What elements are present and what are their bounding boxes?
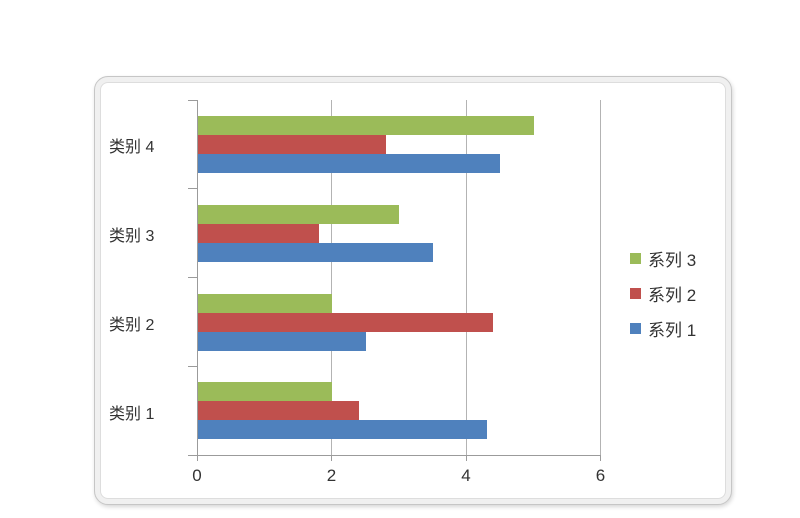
bar[interactable] (197, 420, 487, 440)
resize-handle-bottom-left[interactable] (86, 498, 92, 504)
value-axis-line[interactable] (196, 455, 601, 456)
resize-handle-top-left[interactable] (86, 66, 92, 72)
chart-legend[interactable]: 系列 3 系列 2 系列 1 (630, 241, 696, 346)
value-axis-tick-label[interactable]: 6 (595, 466, 606, 485)
bar[interactable] (197, 135, 386, 154)
category-axis-label[interactable]: 类别 3 (109, 228, 155, 246)
legend-item[interactable]: 系列 1 (630, 311, 696, 346)
legend-swatch-icon (630, 323, 641, 334)
category-axis-label[interactable]: 类别 2 (109, 316, 155, 334)
bar[interactable] (197, 293, 332, 313)
category-axis-line[interactable] (196, 100, 198, 455)
legend-swatch-icon (630, 253, 641, 264)
category-axis-label[interactable]: 类别 4 (109, 139, 155, 157)
category-axis-tick (188, 454, 197, 456)
value-axis-tick-label[interactable]: 2 (326, 466, 337, 485)
bar[interactable] (197, 116, 534, 135)
legend-label: 系列 3 (648, 251, 697, 270)
value-axis-tick-label[interactable]: 4 (461, 466, 471, 485)
bar[interactable] (197, 401, 359, 421)
category-axis-tick (188, 365, 197, 367)
legend-swatch-icon (630, 288, 641, 299)
category-axis-tick (188, 99, 197, 101)
legend-item[interactable]: 系列 2 (630, 276, 696, 311)
legend-label: 系列 2 (648, 286, 697, 305)
major-gridline (600, 100, 601, 455)
category-axis-tick (188, 277, 197, 278)
bar[interactable] (197, 242, 433, 262)
category-axis-label[interactable]: 类别 1 (109, 405, 155, 423)
bar[interactable] (197, 204, 400, 224)
resize-handle-top-right[interactable] (724, 66, 730, 72)
bar[interactable] (197, 382, 332, 402)
legend-label: 系列 1 (648, 321, 697, 340)
category-axis-tick (188, 188, 197, 190)
value-axis-tick (465, 455, 467, 461)
bar[interactable] (197, 331, 366, 351)
value-axis-tick (196, 455, 198, 461)
bar[interactable] (197, 223, 319, 243)
major-gridline (331, 100, 332, 455)
legend-item[interactable]: 系列 3 (630, 241, 696, 276)
major-gridline (465, 100, 467, 455)
bar[interactable] (197, 312, 494, 332)
value-axis-tick (331, 455, 332, 461)
value-axis-tick (600, 455, 601, 461)
resize-handle-bottom-right[interactable] (724, 498, 730, 504)
bar[interactable] (197, 154, 501, 173)
value-axis-tick-label[interactable]: 0 (192, 466, 202, 485)
